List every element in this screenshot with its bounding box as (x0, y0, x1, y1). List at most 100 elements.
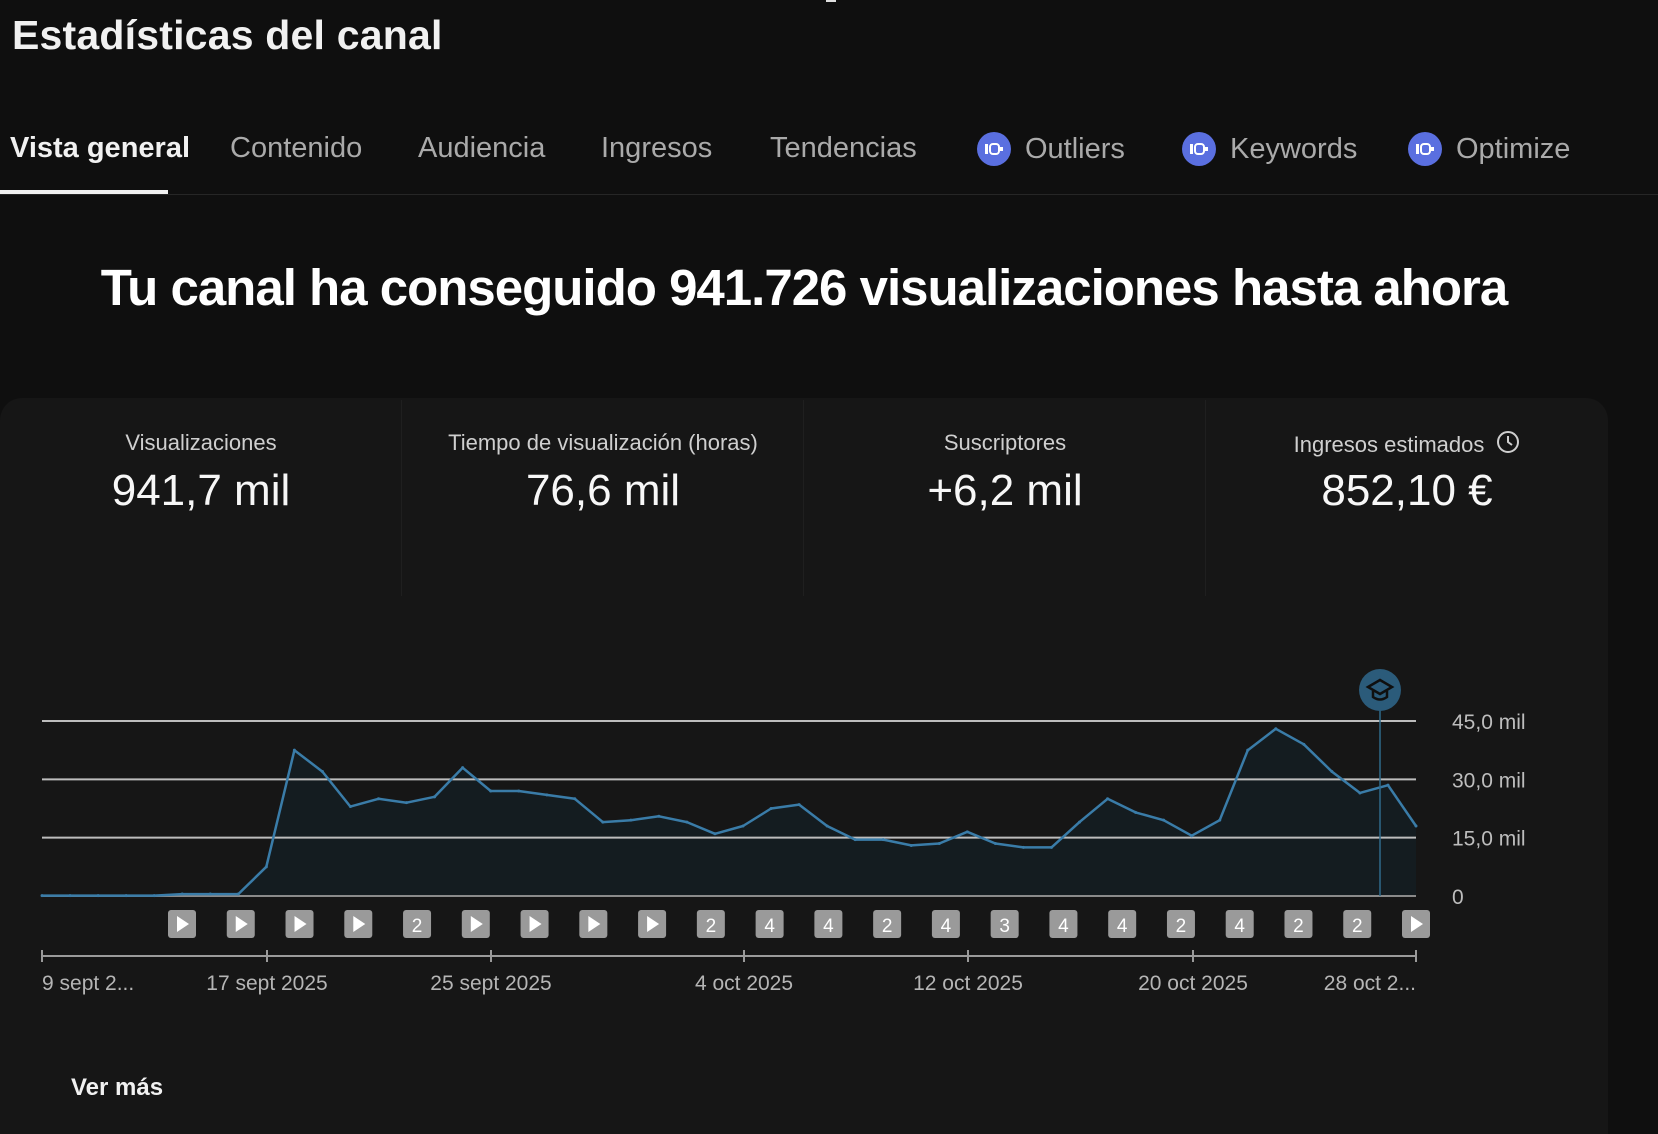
metric-watch-time[interactable]: Tiempo de visualización (horas) 76,6 mil (402, 398, 804, 594)
tab-outliers[interactable]: Outliers (977, 132, 1125, 166)
data-point (1330, 770, 1334, 774)
metric-value: 76,6 mil (525, 466, 681, 515)
data-point (1049, 845, 1053, 849)
data-point (1246, 748, 1250, 752)
play-icon (470, 916, 483, 932)
video-marker (931, 910, 960, 938)
vidiq-extension-icon (1408, 132, 1442, 166)
data-point (264, 865, 268, 869)
y-tick-label: 0 (1452, 886, 1464, 909)
tab-content[interactable]: Contenido (230, 132, 362, 165)
data-point (320, 770, 324, 774)
data-point (376, 797, 380, 801)
video-marker (814, 910, 843, 938)
data-point (713, 832, 717, 836)
total-views-headline: Tu canal ha conseguido 941.726 visualiza… (100, 259, 1508, 316)
metric-views[interactable]: Visualizaciones 941,7 mil (0, 398, 402, 594)
data-point (1190, 834, 1194, 838)
top-edge-mark (826, 0, 836, 2)
data-point (292, 748, 296, 752)
x-tick-label: 9 sept 2... (42, 972, 134, 995)
video-count-label: 2 (706, 916, 717, 937)
views-series-line (42, 727, 1418, 897)
tab-keywords[interactable]: Keywords (1182, 132, 1357, 166)
y-tick-label: 30,0 mil (1452, 769, 1526, 792)
tab-label: Audiencia (418, 132, 546, 164)
data-point (1106, 797, 1110, 801)
tab-revenue[interactable]: Ingresos (601, 132, 712, 165)
video-count-label: 2 (882, 916, 893, 937)
play-icon (235, 916, 248, 932)
data-point (68, 894, 72, 898)
data-point (993, 842, 997, 845)
video-count-label: 4 (1234, 916, 1245, 937)
y-tick-label: 45,0 mil (1452, 711, 1526, 734)
data-point (1386, 783, 1390, 787)
data-point (124, 894, 128, 898)
video-marker (1225, 910, 1254, 938)
video-count-label: 2 (1293, 916, 1304, 937)
data-point (965, 830, 969, 834)
data-point (797, 803, 801, 807)
metric-divider (1205, 400, 1206, 596)
video-count-label: 4 (764, 916, 775, 937)
tab-label: Optimize (1456, 132, 1571, 165)
tab-overview[interactable]: Vista general (10, 132, 190, 165)
data-point (545, 793, 549, 797)
video-count-label: 3 (999, 916, 1010, 937)
metric-divider (401, 400, 402, 596)
graduation-cap-icon (1359, 669, 1401, 711)
tab-label: Ingresos (601, 132, 713, 164)
metric-divider (803, 400, 804, 596)
video-marker (696, 910, 725, 938)
data-point (236, 892, 240, 896)
x-tick-label: 17 sept 2025 (206, 972, 327, 995)
play-icon (294, 916, 307, 932)
video-marker (755, 910, 784, 938)
data-point (769, 807, 773, 810)
data-point (853, 838, 857, 842)
play-icon (177, 916, 189, 932)
video-count-label: 2 (412, 916, 423, 937)
metric-label: Tiempo de visualización (horas) (402, 430, 804, 456)
overview-card (0, 398, 1608, 1134)
data-point (180, 892, 184, 896)
metric-label: Visualizaciones (0, 430, 402, 456)
data-point (1078, 820, 1082, 824)
data-point (741, 824, 745, 828)
metric-value: 852,10 € (1321, 466, 1493, 515)
play-icon (1411, 916, 1423, 932)
see-more-link[interactable]: Ver más (71, 1074, 164, 1101)
data-point (489, 789, 493, 793)
data-point (433, 795, 437, 799)
metric-label-text: Ingresos estimados (1293, 432, 1485, 457)
video-marker (1108, 910, 1137, 938)
x-tick-label: 28 oct 2... (1324, 972, 1416, 995)
tab-label: Vista general (10, 132, 191, 164)
clock-icon[interactable] (1496, 430, 1520, 460)
vidiq-extension-icon (977, 132, 1011, 166)
tab-trends[interactable]: Tendencias (770, 132, 917, 165)
metric-label-text: Visualizaciones (125, 430, 277, 455)
data-point (461, 766, 465, 770)
views-chart[interactable]: 0 15,0 mil 30,0 mil 45,0 mil 2 2 4 4 2 4 3 4 4 2 4 2 2 9 … (0, 640, 1658, 1010)
metric-label: Suscriptores (804, 430, 1206, 456)
tab-audience[interactable]: Audiencia (418, 132, 545, 165)
video-count-label: 4 (823, 916, 834, 937)
tab-optimize[interactable]: Optimize (1408, 132, 1570, 166)
data-point (517, 789, 521, 793)
metric-subscribers[interactable]: Suscriptores +6,2 mil (804, 398, 1206, 594)
metric-estimated-revenue[interactable]: Ingresos estimados 852,10 € (1206, 398, 1608, 594)
play-icon (353, 916, 366, 932)
active-tab-underline (0, 190, 168, 194)
data-point (1218, 818, 1222, 822)
video-count-label: 4 (941, 916, 952, 937)
metric-label-text: Suscriptores (943, 430, 1067, 455)
tab-bar: Vista general Contenido Audiencia Ingres… (0, 118, 1658, 195)
play-icon (647, 916, 660, 932)
data-point (405, 801, 409, 805)
x-tick-label: 25 sept 2025 (430, 972, 551, 995)
data-point (657, 814, 661, 818)
data-point (40, 894, 44, 898)
